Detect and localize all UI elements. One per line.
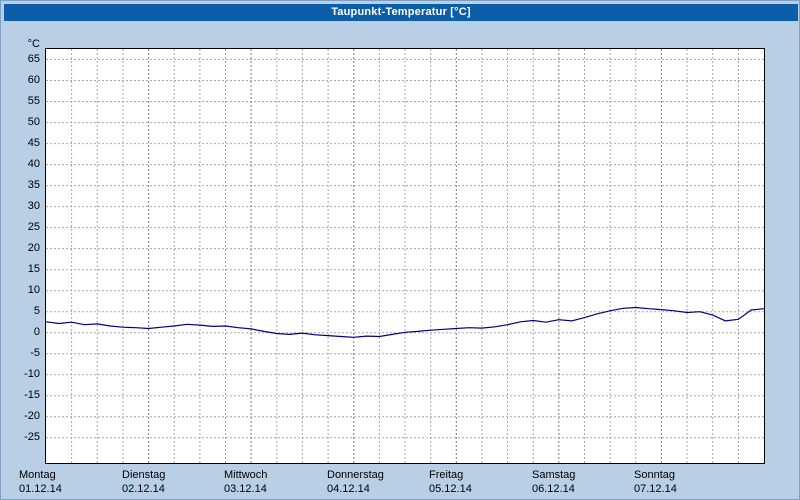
y-axis-unit-label: °C [27, 38, 40, 50]
y-tick-label: -25 [24, 431, 40, 443]
day-name-label: Montag [19, 469, 56, 481]
dewpoint-line-chart [46, 49, 764, 463]
x-axis-day-label: Montag 01.12.14 [19, 468, 111, 496]
day-date-label: 01.12.14 [19, 483, 62, 495]
day-date-label: 04.12.14 [327, 483, 370, 495]
y-tick-label: 5 [33, 305, 40, 317]
y-tick-label: 0 [33, 326, 40, 338]
y-tick-label: 35 [27, 179, 40, 191]
plot-area [45, 48, 765, 464]
day-date-label: 02.12.14 [122, 483, 165, 495]
day-date-label: 03.12.14 [224, 483, 267, 495]
y-tick-label: 50 [27, 116, 40, 128]
day-name-label: Samstag [532, 469, 576, 481]
day-name-label: Freitag [429, 469, 464, 481]
day-date-label: 05.12.14 [429, 483, 472, 495]
y-tick-label: -20 [24, 410, 40, 422]
day-name-label: Mittwoch [224, 469, 268, 481]
y-tick-label: 10 [27, 284, 40, 296]
day-date-label: 07.12.14 [634, 483, 677, 495]
x-axis-day-label: Samstag 06.12.14 [532, 468, 624, 496]
x-axis-day-label: Donnerstag 04.12.14 [327, 468, 419, 496]
chart-title: Taupunkt-Temperatur [°C] [331, 6, 471, 18]
y-tick-label: 60 [27, 74, 40, 86]
y-tick-label: -10 [24, 368, 40, 380]
x-axis-day-label: Dienstag 02.12.14 [122, 468, 214, 496]
y-tick-label: 40 [27, 158, 40, 170]
y-tick-label: 65 [27, 53, 40, 65]
y-tick-label: 25 [27, 221, 40, 233]
x-axis-day-label: Mittwoch 03.12.14 [224, 468, 316, 496]
x-axis-day-label: Freitag 05.12.14 [429, 468, 521, 496]
y-tick-label: -5 [30, 347, 40, 359]
y-tick-label: -15 [24, 389, 40, 401]
y-tick-label: 15 [27, 263, 40, 275]
day-date-label: 06.12.14 [532, 483, 575, 495]
y-tick-label: 20 [27, 242, 40, 254]
y-tick-label: 30 [27, 200, 40, 212]
day-name-label: Donnerstag [327, 469, 384, 481]
x-axis-day-label: Sonntag 07.12.14 [634, 468, 726, 496]
day-name-label: Sonntag [634, 469, 675, 481]
y-tick-label: 45 [27, 137, 40, 149]
y-tick-label: 55 [27, 95, 40, 107]
chart-title-bar[interactable]: Taupunkt-Temperatur [°C] [4, 4, 798, 21]
day-name-label: Dienstag [122, 469, 166, 481]
